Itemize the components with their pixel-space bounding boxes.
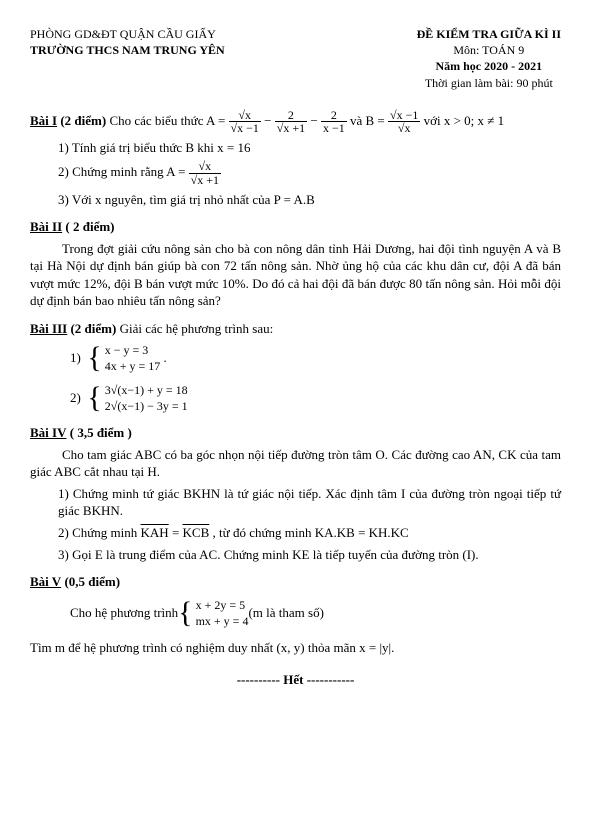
sys2-r2: 2√(x−1) − 3y = 1 xyxy=(105,398,188,414)
time: Thời gian làm bài: 90 phút xyxy=(417,75,561,91)
bai4-q3: 3) Gọi E là trung điểm của AC. Chứng min… xyxy=(30,546,561,564)
sys2-r1: 3√(x−1) + y = 18 xyxy=(105,382,188,398)
minus1: − xyxy=(264,113,275,128)
frac-a2: 2√x +1 xyxy=(275,109,307,135)
bai3-pts: (2 điểm) xyxy=(70,321,116,336)
bai1-q3: 3) Với x nguyên, tìm giá trị nhỏ nhất củ… xyxy=(30,191,561,209)
bai4-q2: 2) Chứng minh KAH = KCB , từ đó chứng mi… xyxy=(30,524,561,542)
bai-2: Bài II ( 2 điểm) Trong đợt giải cứu nông… xyxy=(30,218,561,310)
sys2-label: 2) xyxy=(70,389,87,407)
sys5-r2: mx + y = 4 xyxy=(196,613,249,629)
bai-5: Bài V (0,5 điểm) Cho hệ phương trình { x… xyxy=(30,573,561,656)
subject: Môn: TOÁN 9 xyxy=(417,42,561,58)
bai5-pts: (0,5 điểm) xyxy=(64,574,120,589)
bai4-pts: ( 3,5 điểm ) xyxy=(70,425,132,440)
sys5-lead: Cho hệ phương trình xyxy=(70,604,178,622)
cond: với x > 0; x ≠ 1 xyxy=(424,113,505,128)
arc-kcb: KCB xyxy=(183,525,210,540)
brace-icon: { xyxy=(87,383,101,413)
bai2-text: Trong đợt giải cứu nông sản cho bà con n… xyxy=(30,240,561,310)
arc-kah: KAH xyxy=(141,525,169,540)
bai1-q1: 1) Tính giá trị biểu thức B khi x = 16 xyxy=(30,139,561,157)
bai3-tail: Giải các hệ phương trình sau: xyxy=(120,321,274,336)
bai1-pts: (2 điểm) xyxy=(60,113,106,128)
frac-a1: √x√x −1 xyxy=(229,109,261,135)
sys1-r2: 4x + y = 17 xyxy=(105,358,161,374)
frac-a-result: √x√x +1 xyxy=(189,160,221,186)
sys1-dot: . xyxy=(160,349,167,367)
bai5-q: Tìm m để hệ phương trình có nghiệm duy n… xyxy=(30,639,561,657)
frac-a3: 2x −1 xyxy=(321,109,347,135)
bai3-head: Bài III xyxy=(30,321,67,336)
sys1-r1: x − y = 3 xyxy=(105,342,161,358)
bai2-pts: ( 2 điểm) xyxy=(65,219,114,234)
sys5-tail: (m là tham số) xyxy=(248,604,323,622)
bai1-intro: Cho các biểu thức A = xyxy=(109,113,228,128)
frac-b: √x −1√x xyxy=(388,109,420,135)
school-line: TRƯỜNG THCS NAM TRUNG YÊN xyxy=(30,42,225,58)
exam-title: ĐỀ KIỂM TRA GIỮA KÌ II xyxy=(417,26,561,42)
brace-icon: { xyxy=(178,598,192,628)
bai4-q1: 1) Chứng minh tứ giác BKHN là tứ giác nộ… xyxy=(30,485,561,520)
bai1-head: Bài I xyxy=(30,113,57,128)
bai-4: Bài IV ( 3,5 điểm ) Cho tam giác ABC có … xyxy=(30,424,561,563)
brace-icon: { xyxy=(87,343,101,373)
bai-1: Bài I (2 điểm) Cho các biểu thức A = √x√… xyxy=(30,109,561,208)
sys1: 1) { x − y = 3 4x + y = 17 . xyxy=(30,342,561,374)
and-b: và B = xyxy=(350,113,388,128)
sys5: Cho hệ phương trình { x + 2y = 5 mx + y … xyxy=(30,597,561,629)
sys1-label: 1) xyxy=(70,349,87,367)
bai5-head: Bài V xyxy=(30,574,61,589)
end-line: ---------- Hết ----------- xyxy=(30,671,561,689)
bai4-para: Cho tam giác ABC có ba góc nhọn nội tiếp… xyxy=(30,446,561,481)
sys5-r1: x + 2y = 5 xyxy=(196,597,249,613)
sys2: 2) { 3√(x−1) + y = 18 2√(x−1) − 3y = 1 xyxy=(30,382,561,414)
dept-line: PHÒNG GD&ĐT QUẬN CẦU GIẤY xyxy=(30,26,225,42)
year: Năm học 2020 - 2021 xyxy=(417,58,561,74)
bai1-q2: 2) Chứng minh rằng A = √x√x +1 xyxy=(30,160,561,186)
bai4-head: Bài IV xyxy=(30,425,66,440)
bai2-head: Bài II xyxy=(30,219,62,234)
bai-3: Bài III (2 điểm) Giải các hệ phương trìn… xyxy=(30,320,561,414)
minus2: − xyxy=(310,113,321,128)
